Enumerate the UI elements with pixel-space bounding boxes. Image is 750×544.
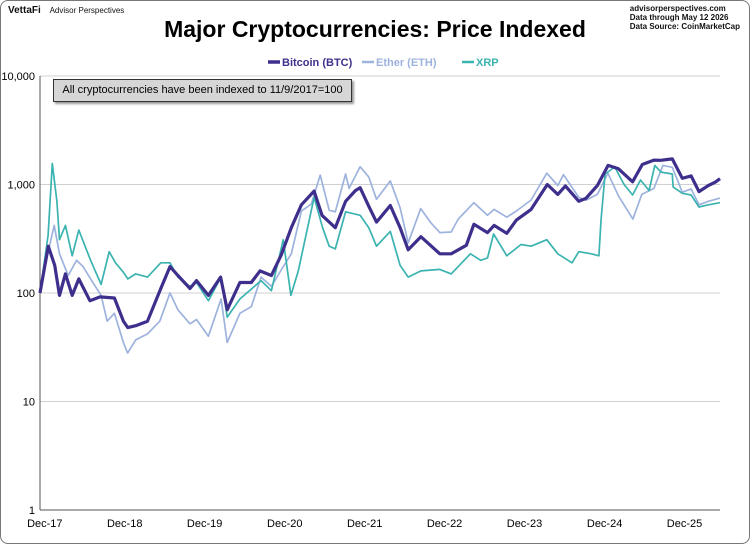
y-tick-label: 10,000 bbox=[1, 71, 35, 83]
source-line-provider: Data Source: CoinMarketCap bbox=[629, 22, 740, 31]
legend-label: XRP bbox=[476, 57, 499, 69]
x-tick-label: Dec-21 bbox=[347, 518, 382, 530]
x-tick-label: Dec-20 bbox=[267, 518, 302, 530]
brand-name: VettaFi bbox=[8, 5, 41, 16]
legend-label: Ether (ETH) bbox=[376, 57, 437, 69]
y-tick-label: 10 bbox=[23, 397, 35, 409]
brand-subtitle: Advisor Perspectives bbox=[49, 6, 125, 15]
x-tick-label: Dec-17 bbox=[27, 518, 62, 530]
y-tick-label: 1 bbox=[29, 505, 35, 517]
source-line-site: advisorperspectives.com bbox=[629, 4, 726, 13]
y-tick-label: 100 bbox=[17, 288, 35, 300]
x-tick-label: Dec-22 bbox=[427, 518, 462, 530]
x-tick-label: Dec-25 bbox=[667, 518, 702, 530]
x-tick-label: Dec-19 bbox=[187, 518, 222, 530]
series-line-bitcoin-btc bbox=[38, 157, 721, 330]
series-line-xrp bbox=[39, 162, 721, 318]
y-tick-label: 1,000 bbox=[7, 180, 35, 192]
chart-title: Major Cryptocurrencies: Price Indexed bbox=[164, 16, 586, 42]
x-tick-label: Dec-23 bbox=[507, 518, 542, 530]
series-line-ether-eth bbox=[39, 164, 721, 354]
legend-label: Bitcoin (BTC) bbox=[282, 57, 353, 69]
source-line-date: Data through May 12 2026 bbox=[629, 13, 729, 22]
x-tick-label: Dec-18 bbox=[107, 518, 142, 530]
source-block: advisorperspectives.com Data through May… bbox=[630, 4, 740, 31]
x-tick-label: Dec-24 bbox=[587, 518, 622, 530]
brand-logo: VettaFi Advisor Perspectives bbox=[8, 5, 124, 16]
index-annotation: All cryptocurrencies have been indexed t… bbox=[53, 79, 352, 102]
